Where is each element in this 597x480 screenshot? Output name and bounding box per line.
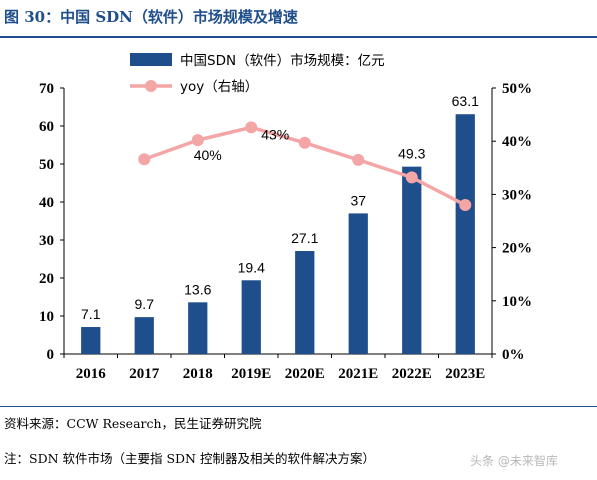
yoy-point [298,136,311,149]
bar-data-label: 7.1 [81,306,101,322]
chart: 0 10 20 30 40 50 60 70 0% 10% 20% 30% 40% 50% 2016 2017… [39,52,532,382]
title-rule [0,36,597,38]
bar-data-label: 13.6 [184,281,211,297]
bar [348,213,368,354]
yoy-point [405,171,418,184]
legend-label-bar: 中国SDN（软件）市场规模：亿元 [180,52,385,69]
bar-data-label: 49.3 [398,146,425,162]
x-tick-label: 2021E [338,366,378,382]
x-tick-label: 2022E [392,366,432,382]
y-tick-label-left: 40 [39,195,54,211]
x-tick-label: 2020E [285,366,325,382]
yoy-point [191,134,204,147]
bar-data-label: 63.1 [452,93,479,109]
bar-data-label: 9.7 [135,296,155,312]
y-tick-label-left: 70 [39,81,54,97]
legend-label-line: yoy（右轴） [180,79,258,95]
y-tick-label-left: 60 [39,119,54,135]
yoy-point [459,199,472,212]
source-text: 资料来源：CCW Research，民生证券研究院 [4,416,262,431]
bar [134,317,154,354]
bar [188,302,208,354]
y-tick-label-left: 20 [39,271,54,287]
bar [455,114,475,354]
y-tick-label-right: 0% [502,347,525,363]
x-tick-label: 2018 [183,366,213,382]
note-text: 注：SDN 软件市场（主要指 SDN 控制器及相关的软件解决方案） [4,451,375,466]
yoy-data-label: 40% [194,147,222,163]
y-tick-label-right: 50% [502,81,532,97]
legend-swatch-marker [145,80,157,92]
bar [241,280,261,354]
bar-data-label: 19.4 [238,259,265,275]
bar-data-label: 37 [350,192,366,208]
yoy-data-label: 43% [261,126,289,142]
x-tick-label: 2023E [445,366,485,382]
y-tick-label-right: 10% [502,294,532,310]
watermark: 头条 @未来智库 [470,454,558,468]
yoy-point [352,153,365,166]
y-tick-label-right: 30% [502,187,532,203]
y-tick-label-right: 20% [502,241,532,257]
yoy-point [138,153,151,166]
x-tick-label: 2019E [231,366,271,382]
yoy-point [245,121,258,134]
bar [402,166,422,354]
footer-rule [0,406,597,407]
x-tick-label: 2016 [76,366,107,382]
bar-data-label: 27.1 [291,230,318,246]
y-tick-label-left: 30 [39,233,54,249]
bar [81,327,101,354]
y-tick-label-left: 50 [39,157,54,173]
y-tick-label-left: 0 [47,347,55,363]
x-tick-label: 2017 [129,366,160,382]
figure-title: 图 30：中国 SDN（软件）市场规模及增速 [4,8,298,26]
legend-swatch-bar [130,53,172,66]
y-tick-label-left: 10 [39,309,54,325]
bar [295,251,315,354]
y-tick-label-right: 40% [502,134,532,150]
